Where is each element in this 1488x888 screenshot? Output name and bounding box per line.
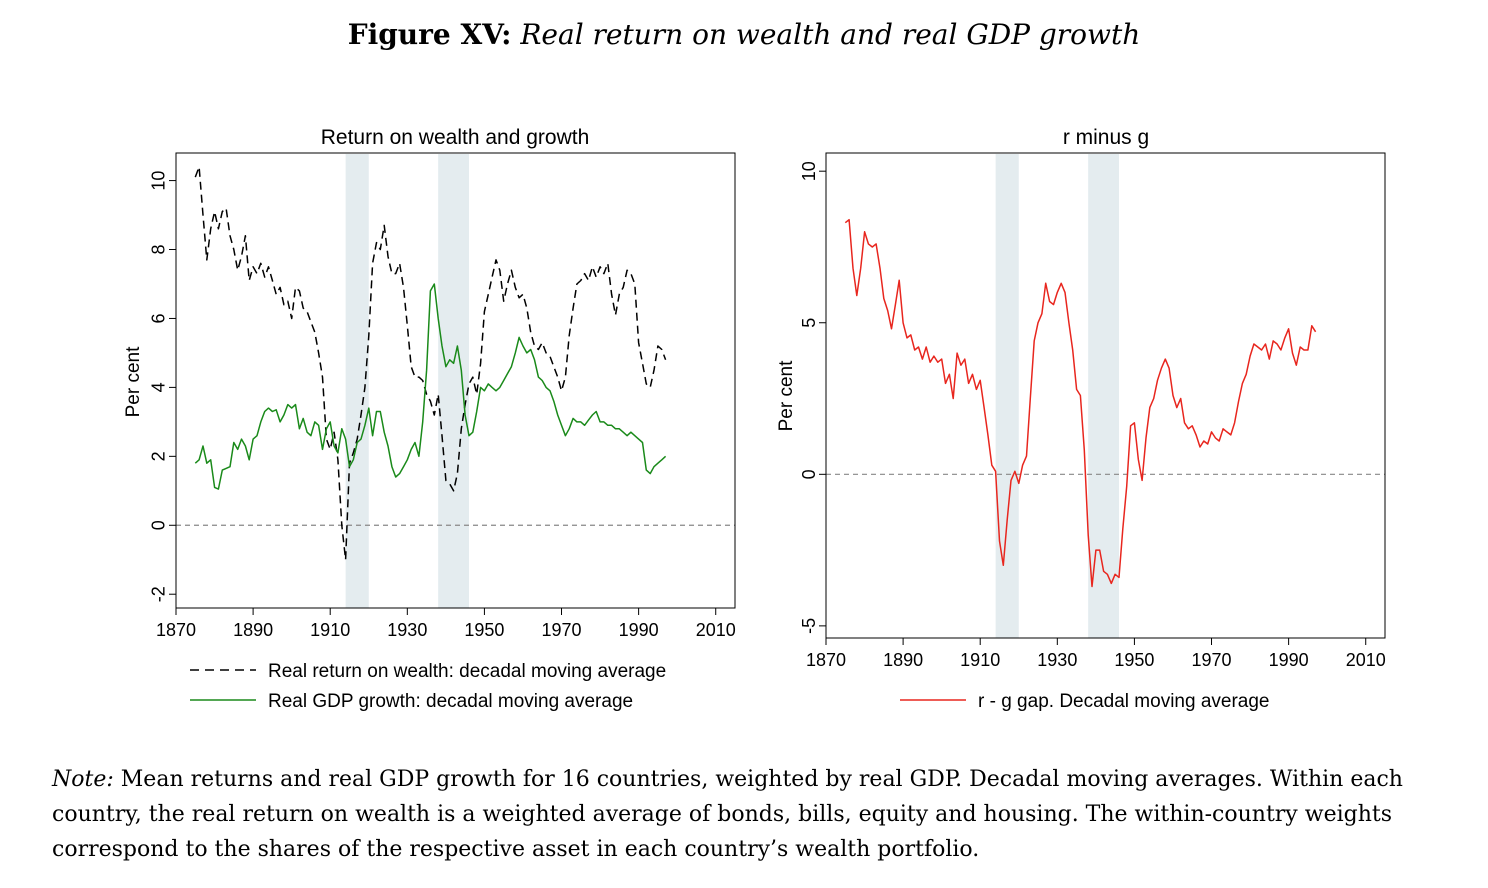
left-series-line-1 xyxy=(194,166,667,561)
left-x-tick-label: 1890 xyxy=(233,620,273,640)
left-x-tick-label: 1930 xyxy=(387,620,427,640)
left-y-tick-label: 8 xyxy=(149,245,169,255)
figure-label: Figure XV: xyxy=(347,18,512,51)
right-x-tick-label: 1910 xyxy=(960,650,1000,670)
right-y-tick-label: 0 xyxy=(799,469,819,479)
left-x-tick-label: 1970 xyxy=(541,620,581,640)
right-x-tick-label: 1970 xyxy=(1191,650,1231,670)
right-axis-ticks: 1870 1890 1910 1930 1950 1970 1990 2010 -5 0 5 10 xyxy=(799,161,1386,670)
left-legend: Real return on wealth: decadal moving av… xyxy=(190,661,666,712)
right-legend: r - g gap. Decadal moving average xyxy=(900,691,1270,712)
note-label: Note: xyxy=(52,767,114,792)
left-series-line-2 xyxy=(194,283,667,490)
left-shaded-periods xyxy=(345,154,469,608)
left-series-group xyxy=(194,166,667,561)
left-panel-title: Return on wealth and growth xyxy=(321,126,590,149)
right-shaded-period-2 xyxy=(1088,154,1119,638)
left-axis-ticks: 1870 1890 1910 1930 1950 1970 1990 2010 -2 0 2 4 6 8 1… xyxy=(149,171,736,640)
left-plot-frame xyxy=(175,152,736,609)
right-shaded-period-1 xyxy=(995,154,1019,638)
note-text: Mean returns and real GDP growth for 16 … xyxy=(52,767,1403,862)
right-panel-title: r minus g xyxy=(1063,126,1149,149)
left-x-tick-label: 1950 xyxy=(464,620,504,640)
right-x-tick-label: 2010 xyxy=(1346,650,1386,670)
right-x-tick-label: 1990 xyxy=(1269,650,1309,670)
right-shaded-periods xyxy=(995,154,1119,638)
left-panel: Return on wealth and growth Per cent 187… xyxy=(123,126,736,712)
left-y-tick-label: 6 xyxy=(149,313,169,323)
right-x-tick-label: 1890 xyxy=(883,650,923,670)
legend-label-gdp: Real GDP growth: decadal moving average xyxy=(268,691,633,712)
left-shaded-period-1 xyxy=(345,154,369,608)
left-y-tick-label: 0 xyxy=(149,520,169,530)
left-y-tick-label: -2 xyxy=(149,586,169,602)
legend-label-return: Real return on wealth: decadal moving av… xyxy=(268,661,666,682)
right-x-tick-label: 1950 xyxy=(1114,650,1154,670)
left-y-tick-label: 4 xyxy=(149,382,169,392)
right-y-tick-label: 10 xyxy=(799,161,819,181)
right-series-group xyxy=(844,218,1317,588)
figure-charts: Return on wealth and growth Per cent 187… xyxy=(123,126,1386,712)
left-y-axis-label: Per cent xyxy=(123,346,144,417)
figure-note: Note: Mean returns and real GDP growth f… xyxy=(52,762,1462,867)
left-y-tick-label: 2 xyxy=(149,451,169,461)
left-y-tick-label: 10 xyxy=(149,171,169,191)
left-x-tick-label: 1870 xyxy=(156,620,196,640)
legend-label-rg: r - g gap. Decadal moving average xyxy=(978,691,1270,712)
right-y-tick-label: -5 xyxy=(799,618,819,634)
right-y-tick-label: 5 xyxy=(799,318,819,328)
right-panel: r minus g Per cent 1870 1890 1910 1930 1950 1… xyxy=(776,126,1386,712)
left-x-tick-label: 2010 xyxy=(696,620,736,640)
left-x-tick-label: 1990 xyxy=(619,620,659,640)
right-series-line-1 xyxy=(844,218,1317,588)
left-x-tick-label: 1910 xyxy=(310,620,350,640)
right-x-tick-label: 1870 xyxy=(806,650,846,670)
right-plot-frame xyxy=(825,152,1386,639)
right-x-tick-label: 1930 xyxy=(1037,650,1077,670)
left-shaded-period-2 xyxy=(438,154,469,608)
figure-title: Figure XV: Real return on wealth and rea… xyxy=(0,18,1488,51)
figure-title-text: Real return on wealth and real GDP growt… xyxy=(520,18,1141,51)
right-y-axis-label: Per cent xyxy=(776,360,797,431)
